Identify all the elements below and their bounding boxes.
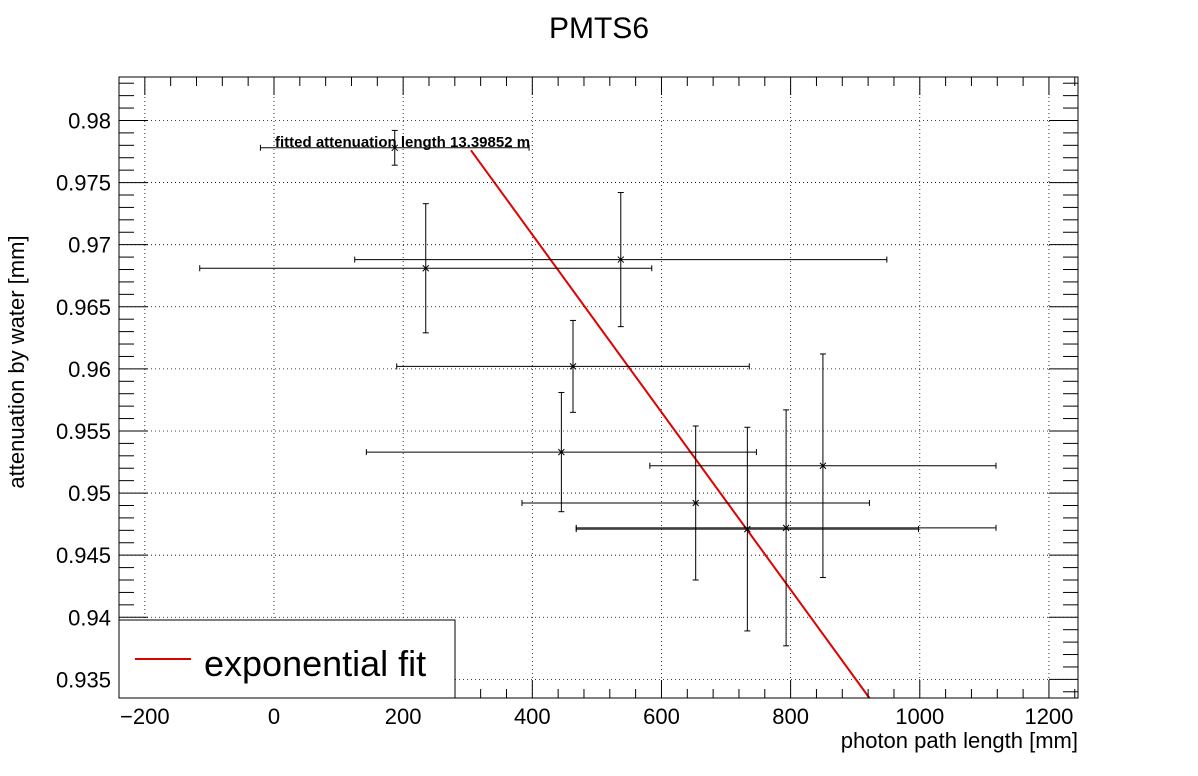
data-point <box>354 192 888 328</box>
y-tick-label: 0.945 <box>56 543 111 568</box>
x-tick-label: 1200 <box>1024 704 1073 729</box>
point-marker <box>558 448 565 456</box>
y-tick-label: 0.98 <box>68 108 111 133</box>
plot-frame <box>118 76 1079 699</box>
data-point <box>259 129 530 166</box>
axis-ticks: −200 0 200 400 600 800 1000 1200 0.935 0.94 0.945 0… <box>56 77 1078 729</box>
x-tick-label: 400 <box>514 704 551 729</box>
data-point <box>396 319 750 413</box>
point-marker <box>617 256 625 263</box>
y-tick-label: 0.95 <box>68 481 111 506</box>
x-axis-label: photon path length [mm] <box>841 728 1078 753</box>
y-tick-label: 0.955 <box>56 419 111 444</box>
point-marker <box>782 524 790 532</box>
point-marker <box>692 499 700 507</box>
data-point <box>199 203 653 334</box>
data-points <box>199 129 997 647</box>
point-marker <box>391 144 399 152</box>
data-point <box>649 353 997 579</box>
y-tick-label: 0.935 <box>56 667 111 692</box>
data-point <box>575 426 919 632</box>
y-axis-label: attenuation by water [mm] <box>4 235 29 488</box>
data-point <box>575 409 997 647</box>
fit-line <box>470 149 871 699</box>
fit-line-group <box>470 149 871 699</box>
point-marker <box>569 363 577 370</box>
y-tick-label: 0.975 <box>56 171 111 196</box>
x-tick-label: 0 <box>268 704 280 729</box>
x-tick-label: 800 <box>772 704 809 729</box>
x-tick-label: −200 <box>120 704 170 729</box>
y-tick-label: 0.96 <box>68 357 111 382</box>
legend-fit-label: exponential fit <box>204 643 426 684</box>
grid <box>119 77 1078 698</box>
point-marker <box>819 462 827 470</box>
fit-annotation: fitted attenuation length 13.39852 m <box>275 134 530 151</box>
point-marker <box>422 264 430 272</box>
legend: exponential fit <box>118 619 456 699</box>
point-marker <box>744 525 751 533</box>
data-point <box>365 391 757 513</box>
y-tick-label: 0.94 <box>68 605 111 630</box>
chart-title: PMTS6 <box>549 12 649 45</box>
x-tick-label: 200 <box>385 704 422 729</box>
y-tick-label: 0.97 <box>68 233 111 258</box>
x-tick-label: 600 <box>643 704 680 729</box>
data-point <box>521 425 870 581</box>
x-tick-label: 1000 <box>895 704 944 729</box>
y-tick-label: 0.965 <box>56 295 111 320</box>
